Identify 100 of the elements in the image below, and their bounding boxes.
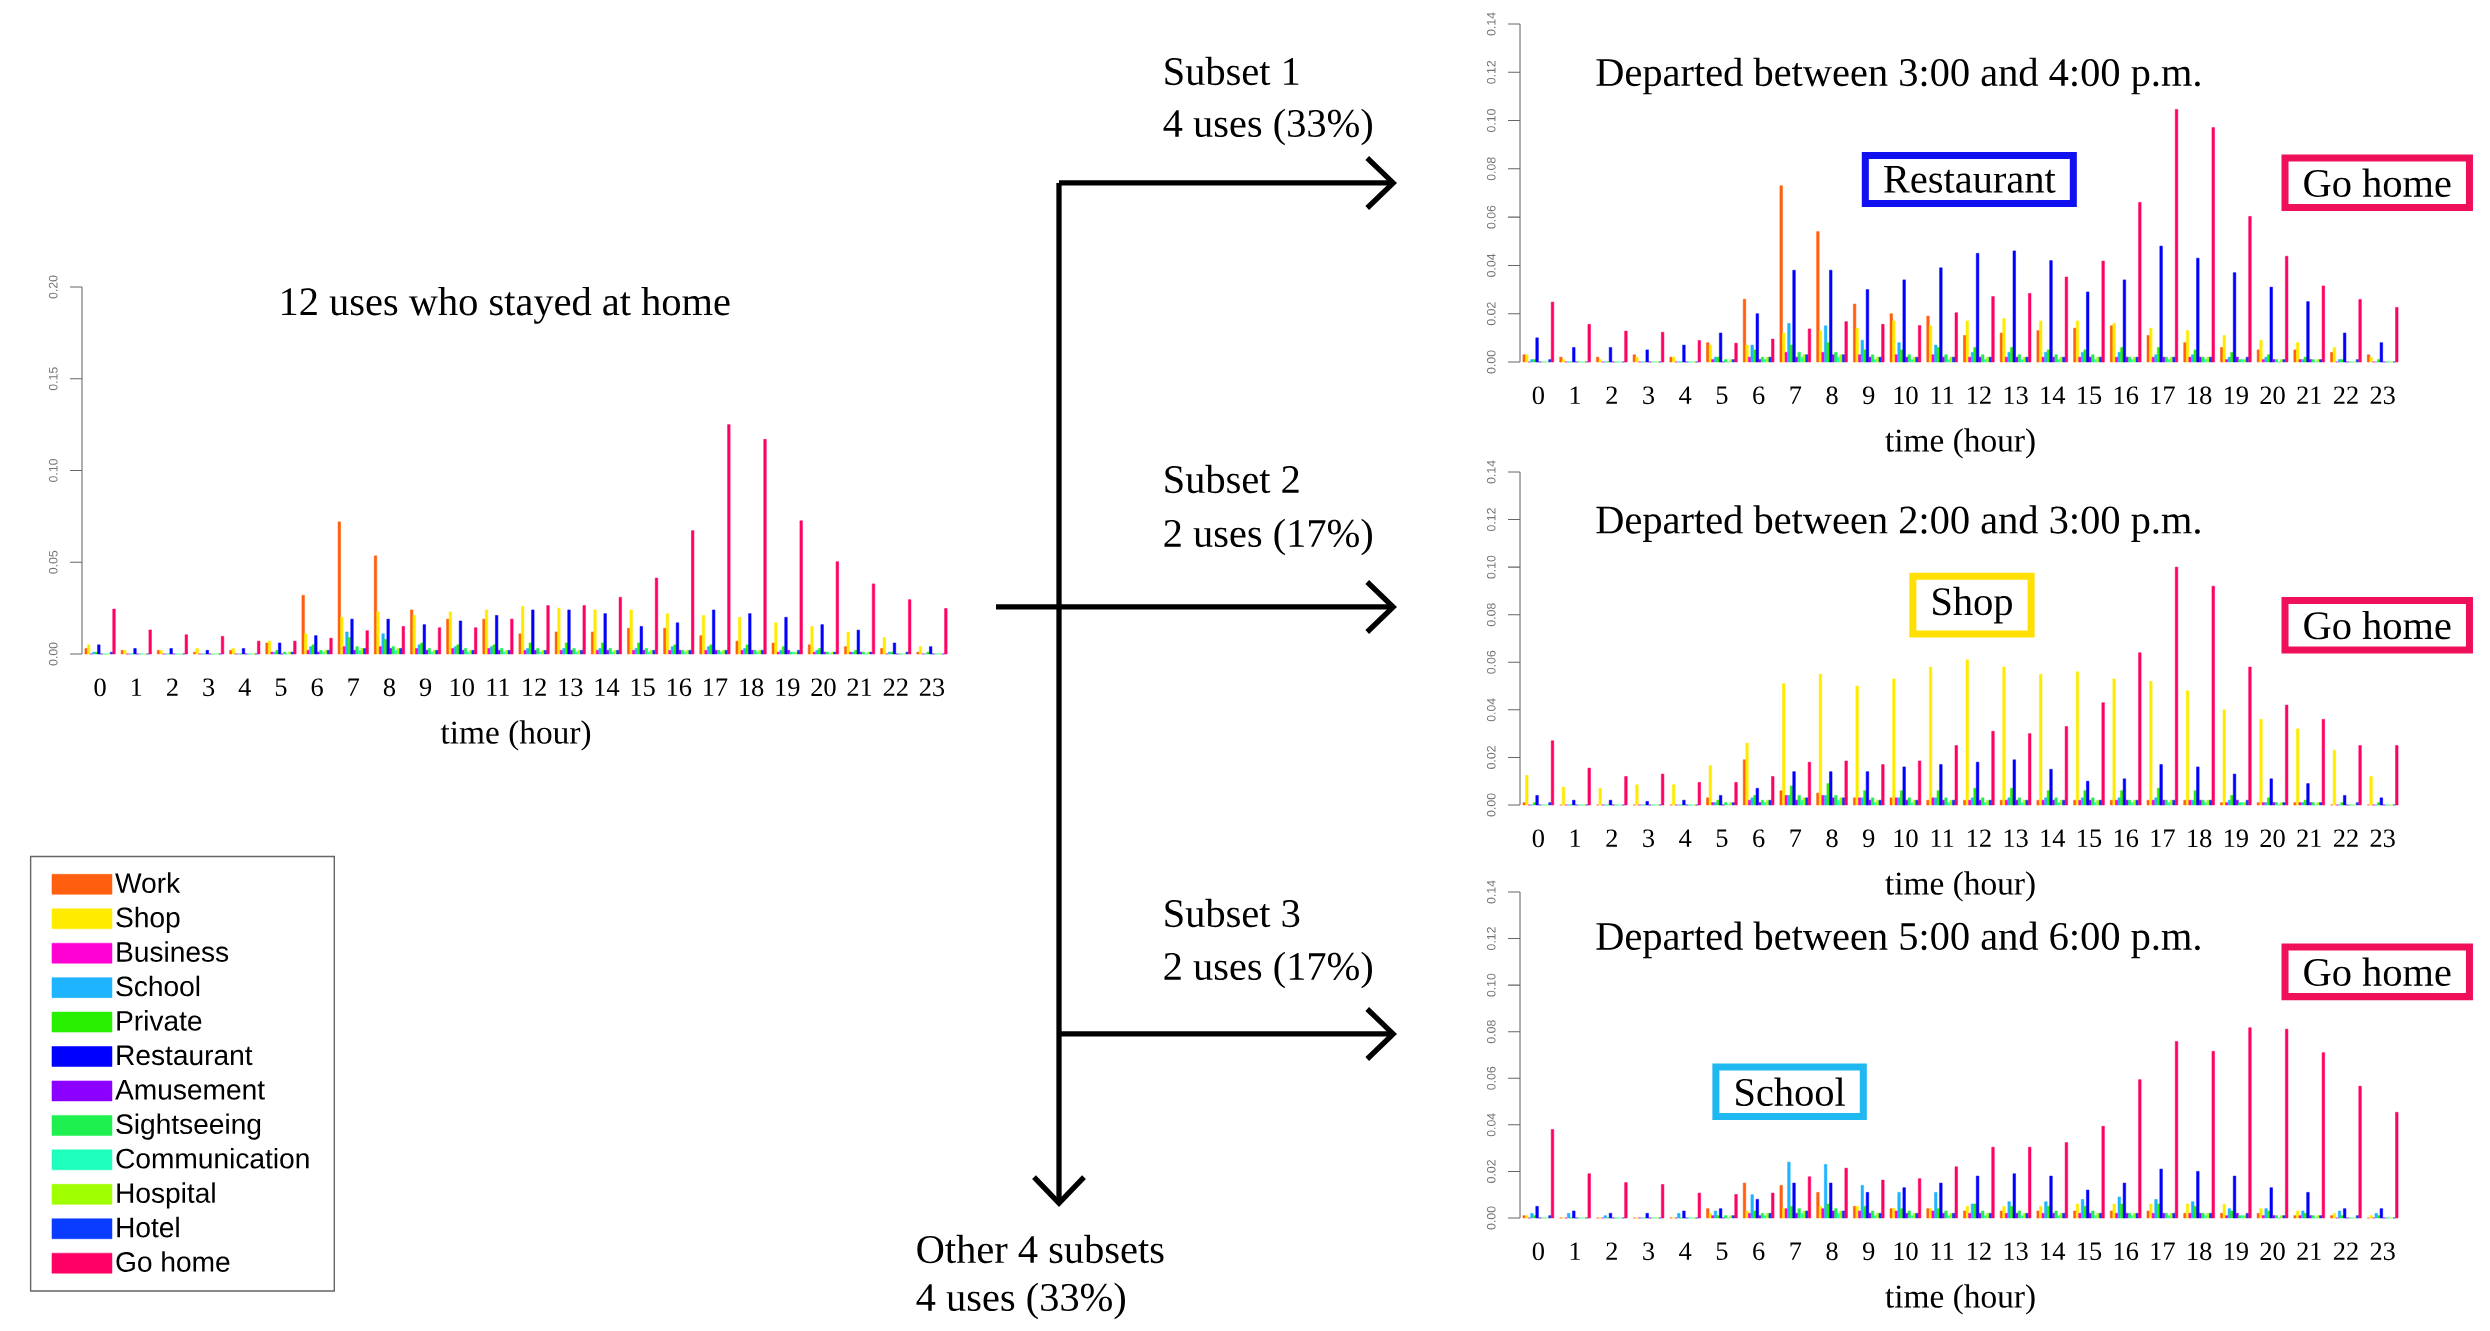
bar xyxy=(2149,681,2153,806)
bar xyxy=(1750,1194,1754,1219)
bar xyxy=(582,605,586,655)
bar xyxy=(1902,279,1906,363)
bar xyxy=(1572,347,1576,363)
bar xyxy=(567,609,571,655)
bar xyxy=(2259,1208,2263,1219)
bar xyxy=(2306,1192,2310,1219)
bar xyxy=(2211,1050,2215,1219)
bar xyxy=(220,636,225,655)
x-tick-label: 0 xyxy=(1532,829,1544,848)
bar xyxy=(1792,269,1796,363)
x-tick-label: 13 xyxy=(2004,386,2028,405)
bar xyxy=(2211,127,2215,363)
bar xyxy=(820,624,824,655)
bar xyxy=(1818,673,1823,806)
x-tick-label: 2 xyxy=(1606,1242,1617,1260)
bar xyxy=(84,648,88,655)
bar xyxy=(1792,771,1796,806)
bar xyxy=(2183,1213,2187,1219)
bar xyxy=(1881,1179,1885,1219)
bar xyxy=(1755,1199,1759,1219)
bar xyxy=(1779,790,1783,806)
bar xyxy=(1645,1213,1649,1219)
bar xyxy=(2002,1206,2006,1219)
bar xyxy=(2083,790,2087,806)
bar xyxy=(2151,1213,2155,1219)
x-tick-label: 5 xyxy=(275,678,287,696)
bar xyxy=(437,627,442,655)
bar xyxy=(1697,1192,1701,1219)
x-tick-label: 19 xyxy=(2224,386,2248,405)
bar xyxy=(2101,1125,2105,1219)
bar xyxy=(712,609,716,655)
bar xyxy=(735,640,739,655)
bar xyxy=(2296,1210,2300,1219)
x-tick-label: 18 xyxy=(2188,1242,2212,1261)
bar xyxy=(2293,1215,2297,1219)
bar xyxy=(2117,352,2121,363)
y-tick-label: 0.12 xyxy=(1486,60,1496,84)
x-tick-label: 8 xyxy=(1826,829,1838,848)
bar xyxy=(1976,1175,1980,1219)
bar xyxy=(2196,1171,2200,1219)
bar xyxy=(1706,1208,1710,1219)
bar xyxy=(2285,704,2289,806)
bar xyxy=(2149,1203,2153,1219)
bar xyxy=(2122,1182,2126,1219)
bar xyxy=(701,615,706,655)
bar xyxy=(1787,323,1791,363)
bar xyxy=(355,646,359,655)
bar xyxy=(2321,285,2325,363)
x-tick-label: 0 xyxy=(1532,386,1544,405)
bar xyxy=(908,599,912,655)
x-tick-label: 10 xyxy=(1894,386,1918,405)
bar xyxy=(87,644,91,655)
bar xyxy=(184,634,188,655)
bar xyxy=(944,608,948,655)
x-tick-label: 1 xyxy=(1570,1242,1581,1260)
x-tick-label: 10 xyxy=(1894,829,1918,848)
bar xyxy=(1572,799,1576,806)
chart-title: 12 uses who stayed at home xyxy=(282,286,730,324)
x-tick-label: 1 xyxy=(1570,386,1581,404)
bar xyxy=(1976,253,1980,363)
bar xyxy=(2086,780,2090,806)
bar xyxy=(1522,802,1526,806)
bar xyxy=(2256,1213,2260,1219)
x-tick-label: 3 xyxy=(1643,829,1655,848)
bar xyxy=(2358,1085,2362,1219)
y-tick-label: 0.00 xyxy=(48,642,58,666)
x-axis-title: time (hour) xyxy=(440,720,591,751)
bar xyxy=(1926,315,1930,363)
bar xyxy=(2146,799,2150,806)
bar xyxy=(2183,799,2187,806)
bar xyxy=(1779,185,1783,363)
bar xyxy=(738,617,742,655)
bar xyxy=(2039,1206,2043,1219)
legend-label: Go home xyxy=(116,1251,230,1272)
x-tick-label: 2 xyxy=(166,678,178,696)
bar xyxy=(1865,289,1869,363)
bar xyxy=(1587,324,1591,363)
annotation: Go home xyxy=(2304,168,2451,198)
bar xyxy=(1863,1206,1867,1219)
x-tick-label: 22 xyxy=(2333,386,2358,404)
bar xyxy=(2075,1203,2079,1219)
x-tick-label: 12 xyxy=(523,678,546,696)
x-tick-label: 15 xyxy=(2078,1242,2102,1261)
bar xyxy=(1535,1206,1539,1219)
bar xyxy=(293,640,297,655)
bar xyxy=(1608,1213,1613,1219)
bar xyxy=(1860,1185,1864,1219)
bar xyxy=(1939,267,1943,363)
x-tick-label: 19 xyxy=(2224,829,2248,848)
bar xyxy=(2232,773,2237,806)
bar xyxy=(675,622,680,655)
bar xyxy=(1745,344,1749,363)
bar xyxy=(1782,683,1786,806)
x-tick-label: 21 xyxy=(2297,386,2321,404)
x-tick-label: 16 xyxy=(667,678,692,697)
bar xyxy=(1897,1192,1901,1219)
bar xyxy=(1779,1185,1783,1219)
bar xyxy=(2101,260,2105,363)
